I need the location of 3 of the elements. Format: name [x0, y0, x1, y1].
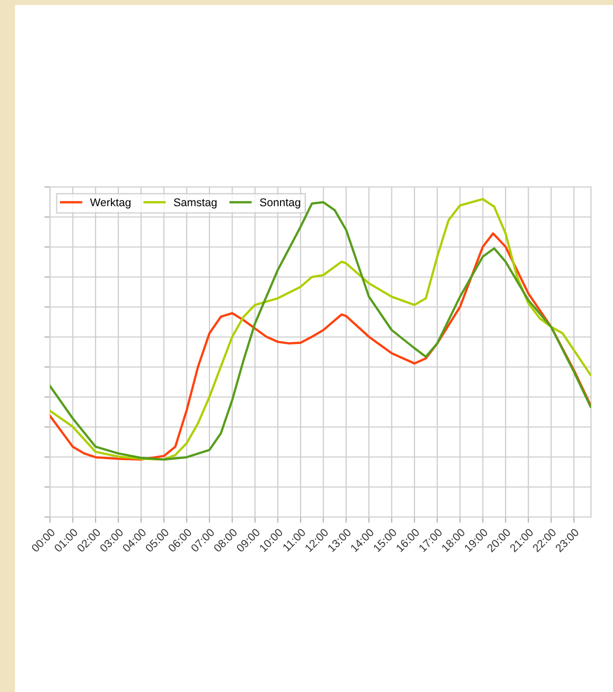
- legend-label: Samstag: [174, 198, 217, 208]
- legend-label: Sonntag: [260, 198, 300, 208]
- legend-label: Werktag: [90, 198, 130, 208]
